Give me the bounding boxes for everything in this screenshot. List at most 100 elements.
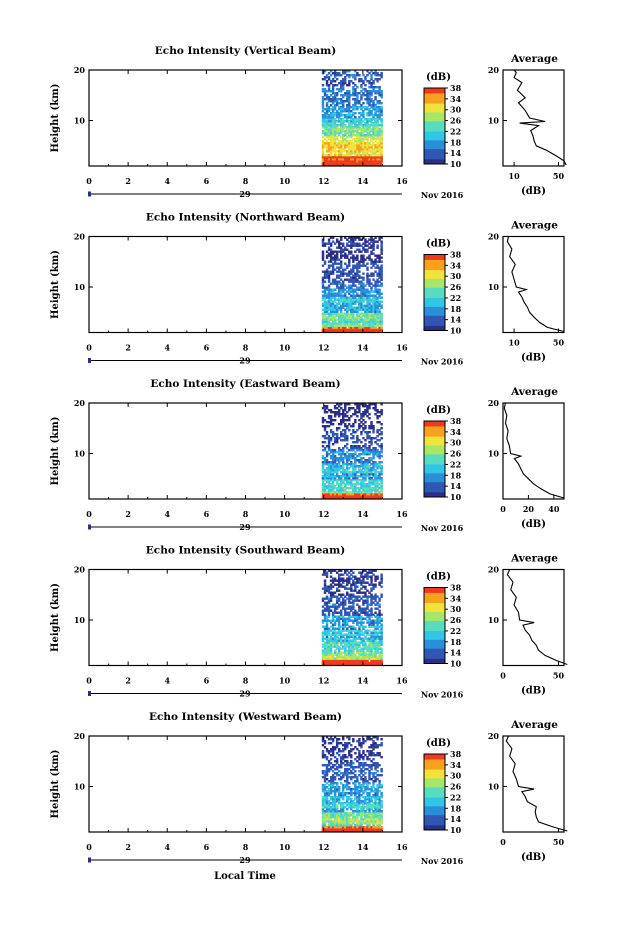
heatmap-cell [376, 138, 379, 141]
heatmap-cell [329, 312, 333, 315]
heatmap-cell [348, 140, 351, 143]
heatmap-cell [339, 457, 343, 460]
heatmap-cell [376, 810, 379, 813]
heatmap-cell [378, 314, 381, 317]
heatmap-cell [380, 639, 383, 642]
heatmap-cell [372, 463, 375, 466]
heatmap-cell [376, 124, 379, 127]
heatmap-cell [348, 284, 351, 287]
heatmap-cell [372, 142, 375, 145]
x-tick-label: 2 [125, 676, 131, 686]
heatmap-cell [325, 625, 329, 628]
heatmap-cell [360, 118, 363, 121]
heatmap-cell [380, 465, 383, 468]
heatmap-cell [325, 573, 329, 576]
heatmap-cell [339, 314, 343, 317]
heatmap-cell [370, 816, 373, 819]
heatmap-cell [344, 439, 347, 442]
heatmap-cell [362, 284, 365, 287]
heatmap-cell [354, 409, 357, 412]
heatmap-cell [327, 587, 331, 590]
heatmap-cell [344, 403, 347, 406]
heatmap-cell [350, 74, 353, 77]
heatmap-cell [362, 120, 365, 123]
colorbar-segment [424, 283, 445, 286]
x-tick-label: 2 [125, 343, 131, 353]
heatmap-cell [356, 808, 359, 811]
heatmap-cell [333, 156, 337, 159]
heatmap-cell [335, 605, 339, 608]
heatmap-cell [335, 258, 339, 261]
heatmap-cell [344, 479, 347, 482]
heatmap-cell [339, 573, 343, 576]
heatmap-cell [370, 246, 373, 249]
heatmap-cell [378, 818, 381, 821]
heatmap-cell [325, 603, 329, 606]
heatmap-cell [325, 74, 329, 77]
heatmap-cell [364, 599, 367, 602]
heatmap-cell [327, 585, 331, 588]
heatmap-cell [374, 302, 377, 305]
heatmap-cell [321, 126, 325, 129]
heatmap-cell [358, 298, 361, 301]
heatmap-cell [344, 316, 347, 319]
heatmap-cell [339, 154, 343, 157]
heatmap-cell [372, 264, 375, 267]
heatmap-cell [372, 118, 375, 121]
heatmap-cell [350, 465, 353, 468]
heatmap-cell [342, 607, 345, 610]
heatmap-cell [331, 457, 335, 460]
colorbar-segment [424, 602, 445, 605]
heatmap-cell [337, 286, 341, 289]
heatmap-cell [350, 822, 353, 825]
heatmap-cell [348, 90, 351, 93]
heatmap-cell [344, 455, 347, 458]
heatmap-cell [333, 120, 337, 123]
heatmap-cell [337, 82, 341, 85]
heatmap-cell [335, 657, 339, 660]
heatmap-cell [376, 146, 379, 149]
heatmap-cell [323, 160, 327, 163]
heatmap-cell [354, 322, 357, 325]
heatmap-cell [354, 581, 357, 584]
heatmap-cell [331, 300, 335, 303]
colorbar-tick-label: 38 [450, 583, 462, 593]
heatmap-cell [362, 489, 365, 492]
heatmap-cell [348, 288, 351, 291]
heatmap-cell [378, 455, 381, 458]
heatmap-cell [325, 322, 329, 325]
heatmap-cell [335, 429, 339, 432]
heatmap-cell [327, 465, 331, 468]
heatmap-cell [333, 136, 337, 139]
heatmap-cell [374, 647, 377, 650]
heatmap-cell [329, 419, 333, 422]
heatmap-cell [329, 647, 333, 650]
heatmap-cell [331, 489, 335, 492]
heatmap-cell [344, 639, 347, 642]
heatmap-cell [337, 653, 341, 656]
heatmap-cell [346, 593, 349, 596]
heatmap-cell [364, 290, 367, 293]
heatmap-cell [374, 593, 377, 596]
heatmap-cell [344, 76, 347, 79]
heatmap-cell [323, 645, 327, 648]
heatmap-cell [364, 645, 367, 648]
heatmap-cell [346, 108, 349, 111]
colorbar-segment [424, 98, 445, 100]
heatmap-cell [350, 290, 353, 293]
heatmap-cell [350, 278, 353, 281]
heatmap-cell [325, 810, 329, 813]
heatmap-cell [356, 158, 359, 161]
heatmap-cell [335, 617, 339, 620]
heatmap-cell [346, 451, 349, 454]
heatmap-cell [348, 818, 351, 821]
heatmap-cell [368, 238, 371, 241]
heatmap-cell [376, 481, 379, 484]
heatmap-cell [331, 86, 335, 89]
heatmap-cell [368, 818, 371, 821]
heatmap-cell [339, 421, 343, 424]
heatmap-cell [339, 278, 343, 281]
heatmap-cell [335, 112, 339, 115]
heatmap-cell [356, 585, 359, 588]
